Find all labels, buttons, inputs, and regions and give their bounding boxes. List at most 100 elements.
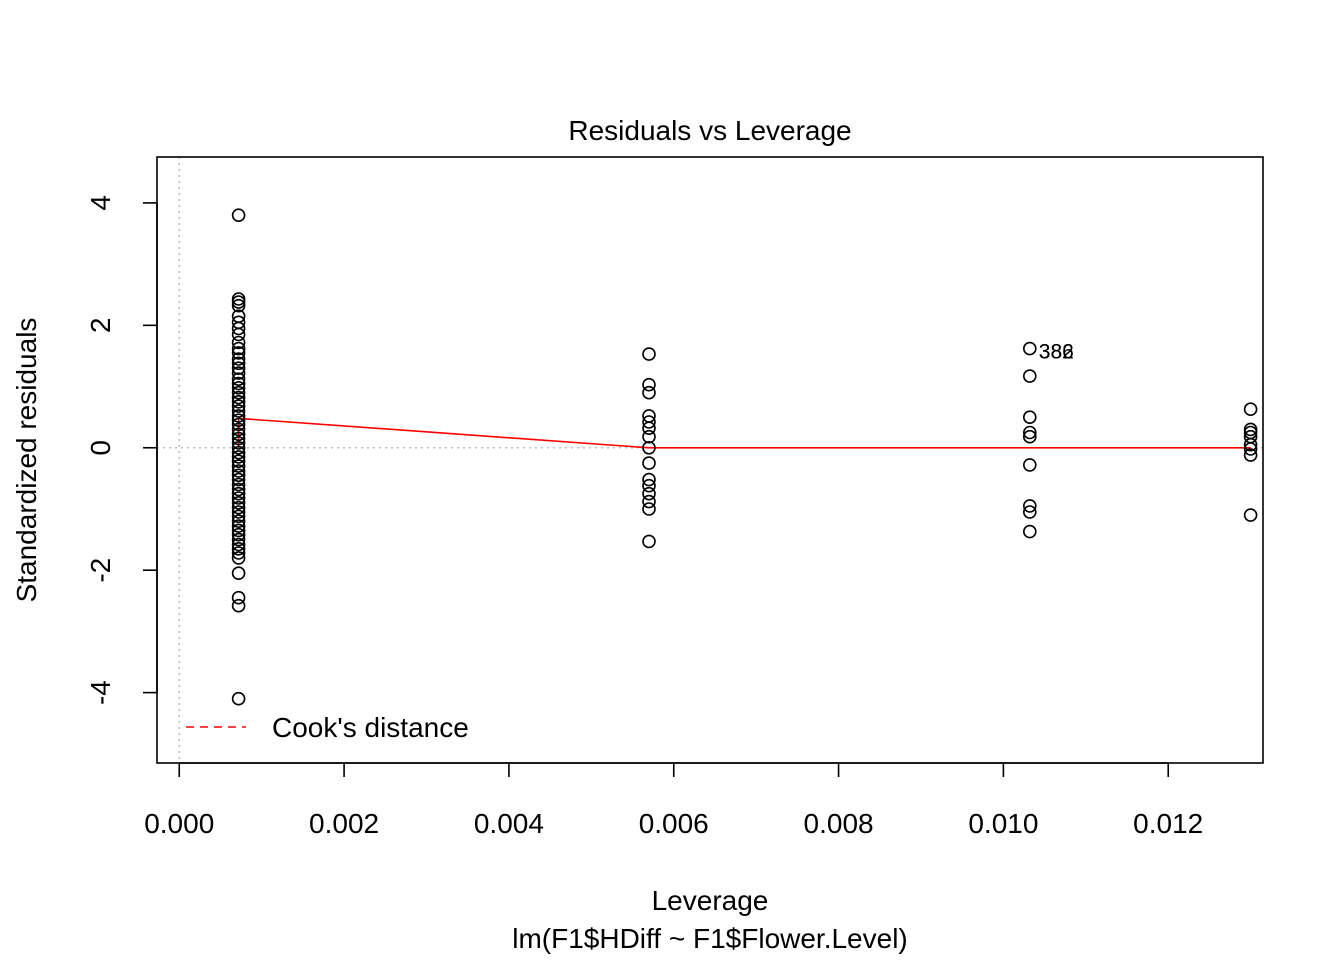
point-label: 382	[1039, 341, 1074, 364]
data-point	[1023, 410, 1037, 425]
data-point	[642, 494, 656, 509]
data-point	[231, 427, 246, 442]
data-point	[642, 534, 656, 549]
data-point	[231, 366, 246, 380]
x-tick-label: 0.000	[144, 808, 214, 839]
data-point	[231, 352, 246, 366]
chart-subtitle: lm(F1$HDiff ~ F1$Flower.Level)	[512, 923, 908, 954]
y-tick-label: 2	[85, 318, 116, 334]
data-point	[231, 356, 246, 371]
data-point	[231, 298, 246, 313]
data-point	[1023, 341, 1037, 356]
data-point	[1023, 524, 1037, 539]
data-point	[231, 346, 246, 360]
data-point	[231, 477, 246, 492]
data-point	[642, 440, 656, 455]
point-label: 386	[1039, 341, 1074, 364]
data-point	[231, 404, 246, 418]
data-point	[231, 327, 246, 342]
data-point	[642, 421, 656, 436]
x-tick-label: 0.008	[804, 808, 874, 839]
data-point	[231, 495, 246, 510]
data-point	[231, 454, 246, 469]
data-point	[231, 450, 246, 464]
data-point	[642, 502, 656, 516]
data-point	[231, 551, 246, 565]
data-point	[642, 377, 656, 392]
legend-cooks-label: Cook's distance	[272, 712, 469, 743]
data-point	[231, 295, 246, 309]
data-point	[231, 500, 246, 515]
data-point	[1243, 442, 1258, 456]
data-point	[1023, 458, 1037, 472]
data-point	[231, 380, 246, 395]
x-tick-label: 0.012	[1133, 808, 1203, 839]
data-point	[642, 429, 656, 444]
data-point	[231, 590, 246, 605]
data-point	[1023, 369, 1037, 383]
data-point	[1243, 448, 1258, 462]
y-axis: -4 -2 0 2 4	[85, 195, 158, 705]
data-point	[231, 385, 246, 400]
data-point	[1023, 499, 1037, 513]
y-tick-label: 0	[85, 440, 116, 456]
y-tick-label: 4	[85, 195, 116, 211]
data-point	[231, 422, 246, 437]
data-point	[231, 505, 246, 519]
data-point	[642, 486, 656, 501]
legend: Cook's distance	[186, 712, 469, 743]
data-point	[1023, 429, 1037, 444]
data-point	[1243, 508, 1258, 522]
data-point	[231, 537, 246, 552]
y-tick-label: -4	[85, 680, 116, 705]
data-point	[231, 321, 246, 336]
data-point	[231, 445, 246, 460]
x-tick-label: 0.006	[639, 808, 709, 839]
data-point	[1023, 425, 1037, 440]
data-point	[231, 472, 246, 487]
data-point	[642, 472, 656, 487]
data-point	[231, 486, 246, 501]
data-point	[231, 514, 246, 529]
data-point	[231, 598, 246, 613]
data-point	[642, 385, 656, 400]
data-point	[231, 566, 246, 581]
data-point	[231, 409, 246, 423]
data-point	[231, 459, 246, 473]
chart-title: Residuals vs Leverage	[568, 115, 851, 146]
data-point	[231, 390, 246, 405]
data-point	[231, 335, 246, 350]
data-point	[231, 399, 246, 413]
data-point	[231, 482, 246, 497]
x-tick-label: 0.010	[968, 808, 1038, 839]
data-point	[231, 491, 246, 505]
data-point	[642, 478, 656, 493]
data-point	[231, 376, 246, 391]
x-tick-label: 0.002	[309, 808, 379, 839]
data-point	[231, 436, 246, 450]
data-point	[231, 527, 246, 542]
data-point	[231, 519, 246, 533]
y-tick-label: -2	[85, 558, 116, 583]
data-point	[231, 523, 246, 538]
data-point	[642, 456, 656, 470]
data-point	[231, 394, 246, 409]
data-point	[642, 347, 656, 361]
data-point	[231, 546, 246, 560]
data-point	[231, 464, 246, 478]
data-point	[231, 372, 246, 387]
data-point	[1243, 402, 1258, 417]
x-tick-label: 0.004	[474, 808, 544, 839]
data-point	[1243, 437, 1258, 452]
x-axis-label: Leverage	[652, 885, 769, 916]
data-point	[231, 541, 246, 556]
data-point	[231, 341, 246, 356]
data-point	[231, 691, 246, 706]
data-point	[231, 208, 246, 222]
data-point	[231, 509, 246, 524]
data-point	[231, 440, 246, 455]
data-point	[231, 361, 246, 376]
data-point	[231, 468, 246, 483]
